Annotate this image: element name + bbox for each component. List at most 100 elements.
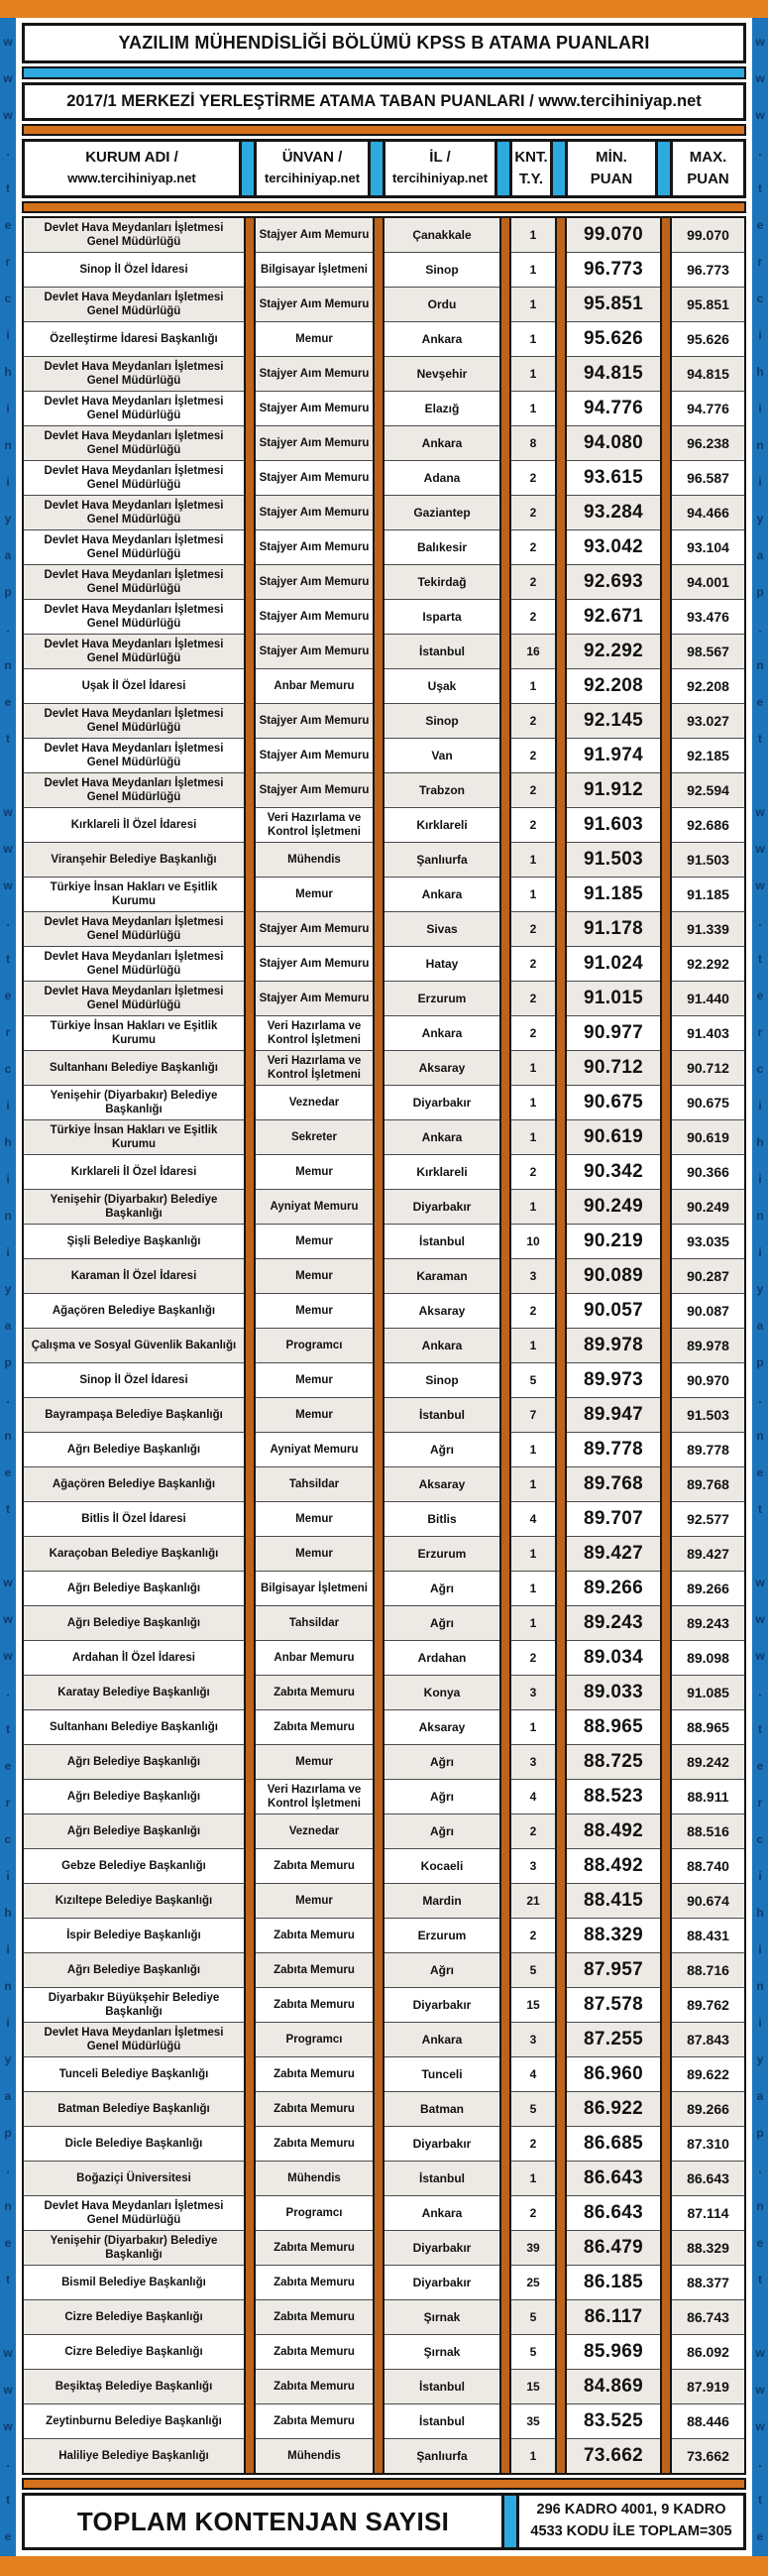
cell-knt: 8 (511, 425, 555, 460)
cell-unvan: Stajyer Aım Memuru (256, 425, 373, 460)
cell-kurum: Devlet Hava Meydanları İşletmesi Genel M… (24, 599, 244, 634)
cell-knt: 1 (511, 1050, 555, 1085)
table-row: Devlet Hava Meydanları İşletmesi Genel M… (24, 425, 744, 460)
cell-unvan: Stajyer Aım Memuru (256, 981, 373, 1015)
cell-kurum: Sultanhanı Belediye Başkanlığı (24, 1709, 244, 1744)
cell-knt: 10 (511, 1224, 555, 1258)
column-separator (373, 1119, 384, 1154)
table-row: Ağrı Belediye Başkanlığı Ayniyat Memuru Ağ… (24, 1432, 744, 1466)
cell-il: Van (384, 738, 499, 772)
cell-il: Ağrı (384, 1432, 499, 1466)
column-separator (499, 1640, 511, 1675)
cell-kurum: Kırklareli İl Özel İdaresi (24, 1154, 244, 1189)
column-separator (660, 981, 672, 1015)
cell-kurum: Ağrı Belediye Başkanlığı (24, 1605, 244, 1640)
cell-il: Diyarbakır (384, 1085, 499, 1119)
column-separator (499, 425, 511, 460)
column-separator (555, 1258, 567, 1293)
cell-max: 86.092 (672, 2334, 744, 2369)
column-separator (660, 1293, 672, 1328)
cell-max: 95.626 (672, 321, 744, 356)
cell-kurum: Ağrı Belediye Başkanlığı (24, 1571, 244, 1605)
column-separator (555, 1224, 567, 1258)
cell-max: 91.440 (672, 981, 744, 1015)
cell-il: Kocaeli (384, 1848, 499, 1883)
cell-knt: 1 (511, 287, 555, 321)
table-row: Devlet Hava Meydanları İşletmesi Genel M… (24, 911, 744, 946)
cell-il: Ordu (384, 287, 499, 321)
column-separator (244, 1432, 256, 1466)
column-separator (373, 738, 384, 772)
column-separator (499, 1952, 511, 1987)
column-separator (660, 842, 672, 877)
cell-il: Aksaray (384, 1709, 499, 1744)
cell-unvan: Veznedar (256, 1085, 373, 1119)
cell-min: 86.643 (567, 2195, 660, 2230)
cell-knt: 7 (511, 1397, 555, 1432)
column-separator (244, 946, 256, 981)
cell-max: 90.712 (672, 1050, 744, 1085)
column-separator (373, 2091, 384, 2126)
cell-min: 89.768 (567, 1466, 660, 1501)
cell-max: 92.292 (672, 946, 744, 981)
cell-knt: 16 (511, 634, 555, 668)
column-separator (373, 877, 384, 911)
cell-max: 88.911 (672, 1779, 744, 1814)
cell-kurum: Cizre Belediye Başkanlığı (24, 2334, 244, 2369)
column-separator (373, 842, 384, 877)
column-separator (499, 1918, 511, 1952)
cell-max: 92.577 (672, 1501, 744, 1536)
column-separator (244, 1605, 256, 1640)
column-separator (499, 946, 511, 981)
cell-max: 89.266 (672, 1571, 744, 1605)
column-separator (499, 2265, 511, 2299)
column-separator (373, 1397, 384, 1432)
cell-kurum: Devlet Hava Meydanları İşletmesi Genel M… (24, 564, 244, 599)
cell-min: 90.342 (567, 1154, 660, 1189)
column-separator (244, 738, 256, 772)
cell-il: İstanbul (384, 2403, 499, 2438)
column-separator (660, 1814, 672, 1848)
column-separator (373, 807, 384, 842)
column-separator (555, 321, 567, 356)
table-row: Kırklareli İl Özel İdaresi Memur Kırklarel… (24, 1154, 744, 1189)
column-separator (373, 1224, 384, 1258)
column-separator (555, 1675, 567, 1709)
column-separator (244, 1397, 256, 1432)
header-separator (497, 139, 509, 198)
column-separator (499, 2403, 511, 2438)
cell-kurum: Haliliye Belediye Başkanlığı (24, 2438, 244, 2473)
column-separator (373, 1640, 384, 1675)
column-separator (244, 807, 256, 842)
table-row: Ağrı Belediye Başkanlığı Memur Ağrı 3 88.725… (24, 1744, 744, 1779)
table-body: Devlet Hava Meydanları İşletmesi Genel M… (22, 216, 746, 2475)
cell-max: 94.776 (672, 391, 744, 425)
cell-min: 88.523 (567, 1779, 660, 1814)
cell-il: Ankara (384, 321, 499, 356)
cell-max: 90.675 (672, 1085, 744, 1119)
column-separator (244, 1050, 256, 1085)
cell-knt: 1 (511, 1085, 555, 1119)
cell-knt: 5 (511, 2299, 555, 2334)
column-separator (555, 703, 567, 738)
column-separator (555, 2022, 567, 2056)
cell-il: İstanbul (384, 1397, 499, 1432)
cell-knt: 1 (511, 877, 555, 911)
column-separator (373, 2299, 384, 2334)
column-separator (499, 877, 511, 911)
cell-max: 96.773 (672, 252, 744, 287)
cell-knt: 3 (511, 1744, 555, 1779)
cell-max: 89.762 (672, 1987, 744, 2022)
column-separator (660, 1154, 672, 1189)
column-separator (373, 287, 384, 321)
cell-il: Erzurum (384, 1536, 499, 1571)
column-separator (499, 634, 511, 668)
column-separator (660, 425, 672, 460)
cell-unvan: Zabıta Memuru (256, 1848, 373, 1883)
column-separator (244, 1189, 256, 1224)
column-separator (373, 218, 384, 252)
cell-min: 90.712 (567, 1050, 660, 1085)
table-row: Ağrı Belediye Başkanlığı Veri Hazırlama v… (24, 1779, 744, 1814)
cell-il: Tekirdağ (384, 564, 499, 599)
cell-il: Çanakkale (412, 228, 472, 242)
